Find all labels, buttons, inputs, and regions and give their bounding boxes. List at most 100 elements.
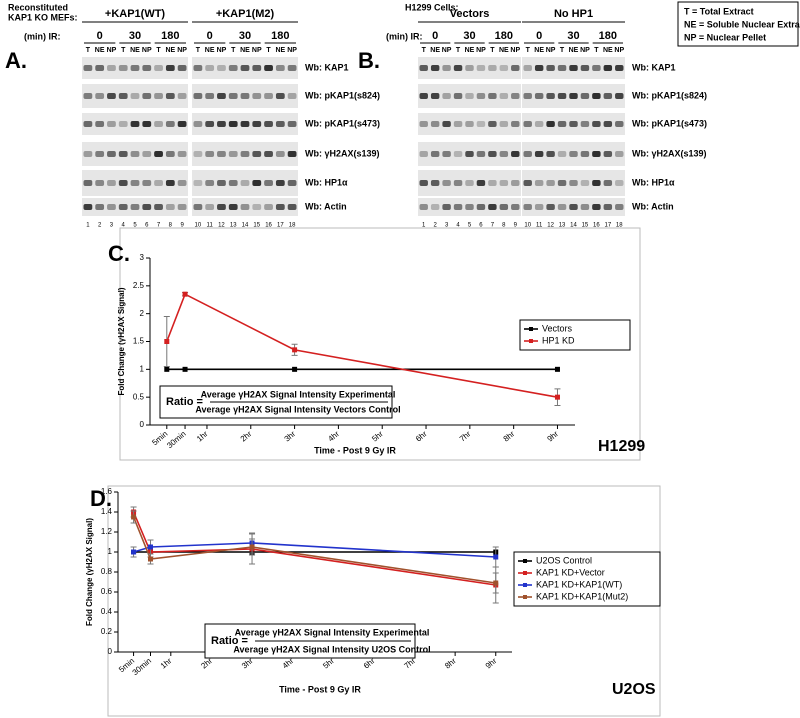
y-tick-label: 2 bbox=[140, 309, 145, 318]
blot-band bbox=[130, 121, 140, 127]
y-tick-label: 0.5 bbox=[133, 392, 145, 401]
legend-text: NE = Soluble Nuclear Extract bbox=[684, 19, 800, 29]
y-tick-label: 0.2 bbox=[101, 627, 113, 636]
blot-band bbox=[534, 204, 544, 210]
blot-band bbox=[95, 121, 105, 127]
lane-number: 8 bbox=[502, 223, 506, 229]
legend-marker bbox=[523, 571, 527, 575]
blot-band bbox=[569, 121, 578, 127]
blot-band bbox=[130, 204, 140, 210]
blot-band bbox=[177, 204, 187, 210]
blot-band bbox=[177, 151, 187, 157]
legend-label: U2OS Control bbox=[536, 555, 592, 565]
blot-band bbox=[217, 93, 226, 99]
blot-band bbox=[615, 65, 624, 71]
blot-label: Wb: pKAP1(s473) bbox=[632, 118, 707, 128]
lane-number: 16 bbox=[593, 223, 600, 229]
fraction: NP bbox=[546, 47, 556, 54]
blot-band bbox=[592, 93, 601, 99]
x-axis-title: Time - Post 9 Gy IR bbox=[314, 445, 396, 455]
y-tick-label: 1.2 bbox=[101, 527, 113, 536]
blot-band bbox=[240, 151, 250, 157]
blot-band bbox=[165, 121, 175, 127]
timepoint: 30 bbox=[567, 30, 579, 42]
fraction: T bbox=[560, 47, 565, 54]
cell-line: H1299 bbox=[598, 438, 645, 455]
blot-band bbox=[615, 151, 624, 157]
blot-band bbox=[275, 180, 285, 186]
blot-band bbox=[511, 65, 520, 71]
ratio-prefix: Ratio = bbox=[211, 635, 248, 647]
fraction: NP bbox=[252, 47, 262, 54]
lane-number: 9 bbox=[180, 223, 184, 229]
lane-number: 4 bbox=[122, 223, 126, 229]
blot-band bbox=[523, 151, 532, 157]
blot-band bbox=[287, 180, 297, 186]
lane-number: 6 bbox=[479, 223, 483, 229]
blot-band bbox=[442, 151, 451, 157]
fraction: NE bbox=[205, 47, 215, 54]
blot-band bbox=[228, 65, 238, 71]
blot-band bbox=[615, 180, 624, 186]
legend-label: KAP1 KD+KAP1(WT) bbox=[536, 579, 622, 589]
blot-band bbox=[499, 151, 509, 157]
blot-band bbox=[83, 204, 93, 210]
blot-strip bbox=[418, 57, 521, 79]
blot-label: Wb: Actin bbox=[305, 201, 347, 211]
blot-band bbox=[476, 65, 486, 71]
fraction: T bbox=[266, 47, 271, 54]
lane-number: 18 bbox=[289, 223, 296, 229]
blot-band bbox=[118, 151, 128, 157]
blot-band bbox=[511, 204, 520, 210]
timepoint: 180 bbox=[495, 30, 513, 42]
data-point bbox=[554, 366, 560, 372]
blot-band bbox=[580, 121, 590, 127]
fraction: T bbox=[456, 47, 461, 54]
blot-band bbox=[603, 151, 613, 157]
ir-label: (min) IR: bbox=[24, 31, 61, 41]
ratio-numerator: Average γH2AX Signal Intensity Experimen… bbox=[235, 627, 430, 637]
blot-band bbox=[430, 204, 440, 210]
series-line bbox=[166, 293, 558, 398]
lane-number: 14 bbox=[242, 223, 249, 229]
data-point bbox=[131, 549, 137, 555]
timepoint: 30 bbox=[463, 30, 475, 42]
blot-band bbox=[430, 151, 440, 157]
blot-band bbox=[442, 180, 451, 186]
lane-number: 8 bbox=[169, 223, 173, 229]
panel-label: D. bbox=[90, 486, 112, 511]
blot-band bbox=[488, 151, 497, 157]
y-axis-title: Fold Change (γH2AX Signal) bbox=[117, 287, 126, 395]
fraction: NP bbox=[107, 47, 117, 54]
blot-band bbox=[603, 121, 613, 127]
blot-band bbox=[615, 121, 624, 127]
blot-band bbox=[177, 93, 187, 99]
fraction: NE bbox=[430, 47, 440, 54]
blot-band bbox=[287, 151, 297, 157]
blot-band bbox=[142, 65, 152, 71]
data-point bbox=[182, 291, 188, 297]
fraction: NP bbox=[580, 47, 590, 54]
blot-band bbox=[511, 121, 520, 127]
blot-band bbox=[252, 204, 262, 210]
blot-band bbox=[557, 65, 567, 71]
blot-band bbox=[107, 180, 116, 186]
lane-number: 13 bbox=[230, 223, 237, 229]
blot-band bbox=[228, 204, 238, 210]
blot-band bbox=[523, 121, 532, 127]
blot-band bbox=[603, 180, 613, 186]
blot-band bbox=[488, 65, 497, 71]
fraction: NP bbox=[142, 47, 152, 54]
y-tick-label: 0 bbox=[108, 647, 113, 656]
legend-marker bbox=[523, 595, 527, 599]
lane-number: 1 bbox=[86, 223, 90, 229]
x-axis-title: Time - Post 9 Gy IR bbox=[279, 684, 361, 694]
blot-band bbox=[499, 204, 509, 210]
blot-band bbox=[107, 65, 116, 71]
data-point bbox=[182, 366, 188, 372]
fraction: T bbox=[490, 47, 495, 54]
y-tick-label: 1.4 bbox=[101, 507, 113, 516]
blot-band bbox=[118, 65, 128, 71]
series-line bbox=[133, 542, 496, 558]
blot-band bbox=[118, 180, 128, 186]
